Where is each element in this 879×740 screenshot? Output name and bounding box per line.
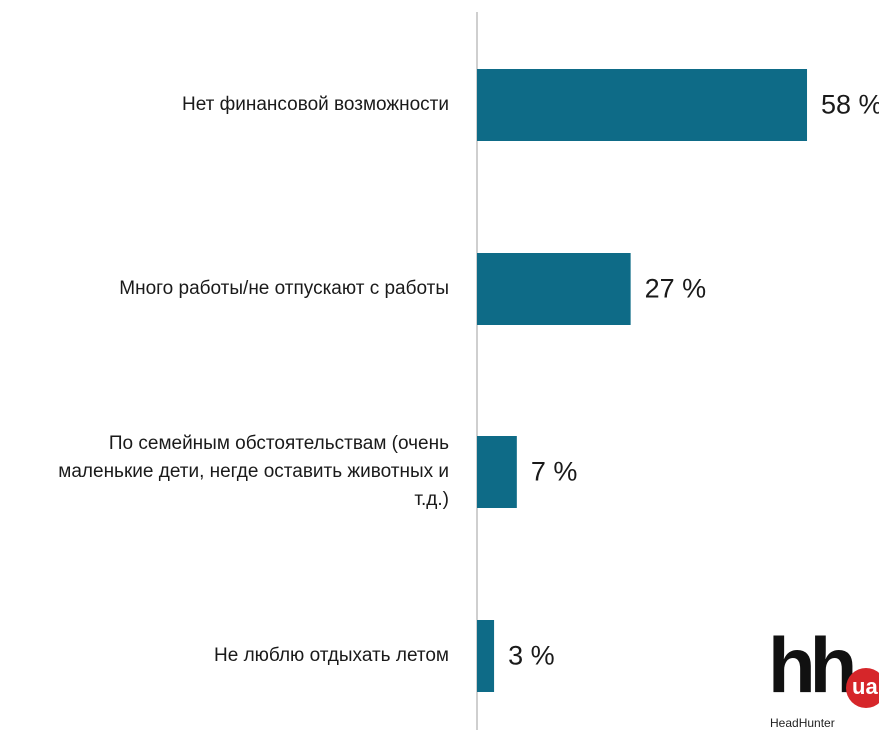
- bars-group: [477, 69, 808, 692]
- category-label-line: т.д.): [414, 489, 449, 510]
- logo-mark: hh: [768, 621, 857, 709]
- logo-badge: ua: [846, 668, 879, 708]
- bar-4: [477, 620, 495, 692]
- bar-3: [477, 436, 517, 508]
- category-label-3: По семейным обстоятельствам (очень малень…: [19, 430, 449, 514]
- logo-subtitle: HeadHunter: [770, 716, 835, 730]
- category-label-2: Много работы/не отпускают с работы: [19, 275, 449, 303]
- value-label-4: 3 %: [508, 640, 555, 671]
- value-label-2: 27 %: [644, 273, 707, 304]
- category-label-line: Много работы/не отпускают с работы: [119, 278, 449, 299]
- category-label-1: Нет финансовой возможности: [19, 91, 449, 119]
- bar-2: [477, 253, 631, 325]
- category-label-line: Не люблю отдыхать летом: [214, 645, 449, 666]
- bar-1: [477, 69, 808, 141]
- headhunter-logo: hh ua HeadHunter: [768, 626, 879, 740]
- value-label-1: 58 %: [821, 89, 879, 120]
- value-label-3: 7 %: [530, 456, 578, 487]
- category-label-line: По семейным обстоятельствам (очень: [108, 433, 449, 454]
- category-label-line: Нет финансовой возможности: [181, 94, 449, 115]
- category-label-line: маленькие дети, негде оставить животных …: [58, 461, 449, 482]
- category-label-4: Не люблю отдыхать летом: [19, 642, 449, 670]
